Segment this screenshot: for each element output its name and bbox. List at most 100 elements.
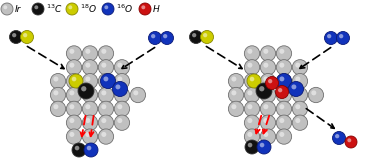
Circle shape (141, 5, 145, 9)
Circle shape (257, 140, 271, 154)
Circle shape (279, 49, 284, 54)
Circle shape (130, 87, 146, 103)
Circle shape (260, 115, 276, 130)
Circle shape (248, 143, 253, 147)
Circle shape (85, 104, 90, 109)
Circle shape (66, 3, 78, 15)
Circle shape (68, 5, 72, 9)
Circle shape (85, 49, 90, 54)
Circle shape (117, 118, 122, 123)
Circle shape (98, 101, 114, 117)
Circle shape (228, 74, 244, 89)
Circle shape (82, 101, 98, 117)
Circle shape (114, 87, 130, 103)
Circle shape (192, 33, 196, 37)
Circle shape (67, 74, 82, 89)
Circle shape (104, 76, 108, 81)
Circle shape (279, 118, 284, 123)
Circle shape (333, 132, 345, 145)
Circle shape (295, 118, 301, 123)
Circle shape (260, 129, 276, 144)
Circle shape (114, 74, 130, 89)
Circle shape (69, 118, 74, 123)
Circle shape (291, 84, 296, 89)
Circle shape (244, 74, 260, 89)
Circle shape (114, 101, 130, 117)
Circle shape (20, 30, 34, 44)
Circle shape (12, 33, 16, 37)
Circle shape (295, 90, 301, 95)
Circle shape (69, 63, 74, 68)
Circle shape (263, 76, 268, 82)
Circle shape (295, 76, 301, 82)
Circle shape (279, 76, 284, 82)
Text: $^{18}$O: $^{18}$O (80, 3, 97, 15)
Circle shape (335, 134, 339, 138)
Circle shape (133, 90, 138, 95)
Circle shape (69, 104, 74, 109)
Circle shape (327, 34, 332, 38)
Circle shape (247, 74, 261, 88)
Circle shape (260, 101, 276, 117)
Circle shape (247, 63, 253, 68)
Circle shape (101, 118, 106, 123)
Circle shape (9, 30, 23, 44)
Circle shape (231, 90, 236, 95)
Circle shape (78, 83, 94, 99)
Circle shape (82, 115, 98, 130)
Circle shape (324, 31, 338, 44)
Circle shape (247, 90, 253, 95)
Circle shape (50, 101, 66, 117)
Circle shape (114, 115, 130, 130)
Circle shape (228, 101, 244, 117)
Circle shape (231, 104, 236, 109)
Circle shape (295, 63, 301, 68)
Circle shape (101, 104, 106, 109)
Circle shape (244, 87, 260, 103)
Text: H: H (153, 5, 160, 14)
Circle shape (69, 76, 74, 82)
Circle shape (247, 49, 253, 54)
Circle shape (53, 76, 59, 82)
Circle shape (69, 90, 74, 95)
Circle shape (85, 118, 90, 123)
Circle shape (98, 46, 114, 61)
Circle shape (256, 83, 272, 99)
Circle shape (279, 63, 284, 68)
Circle shape (85, 76, 90, 82)
Circle shape (114, 60, 130, 75)
Circle shape (85, 132, 90, 137)
Circle shape (50, 74, 66, 89)
Text: $^{16}$O: $^{16}$O (116, 3, 133, 15)
Circle shape (247, 132, 253, 137)
Circle shape (244, 115, 260, 130)
Circle shape (67, 129, 82, 144)
Circle shape (189, 30, 203, 44)
Circle shape (69, 49, 74, 54)
Circle shape (117, 63, 122, 68)
Circle shape (278, 88, 282, 92)
Circle shape (228, 87, 244, 103)
Circle shape (32, 3, 44, 15)
Circle shape (244, 101, 260, 117)
Circle shape (113, 82, 127, 96)
Circle shape (53, 104, 59, 109)
Circle shape (279, 104, 284, 109)
Circle shape (265, 76, 279, 89)
Circle shape (311, 90, 316, 95)
Circle shape (161, 31, 174, 44)
Circle shape (102, 3, 114, 15)
Circle shape (101, 76, 106, 82)
Circle shape (85, 90, 90, 95)
Circle shape (231, 76, 236, 82)
Circle shape (98, 74, 114, 89)
Circle shape (1, 3, 13, 15)
Circle shape (263, 132, 268, 137)
Circle shape (200, 30, 214, 44)
Circle shape (260, 87, 276, 103)
Circle shape (276, 46, 292, 61)
Circle shape (34, 5, 38, 9)
Circle shape (75, 146, 79, 150)
Circle shape (292, 60, 308, 75)
Circle shape (98, 87, 114, 103)
